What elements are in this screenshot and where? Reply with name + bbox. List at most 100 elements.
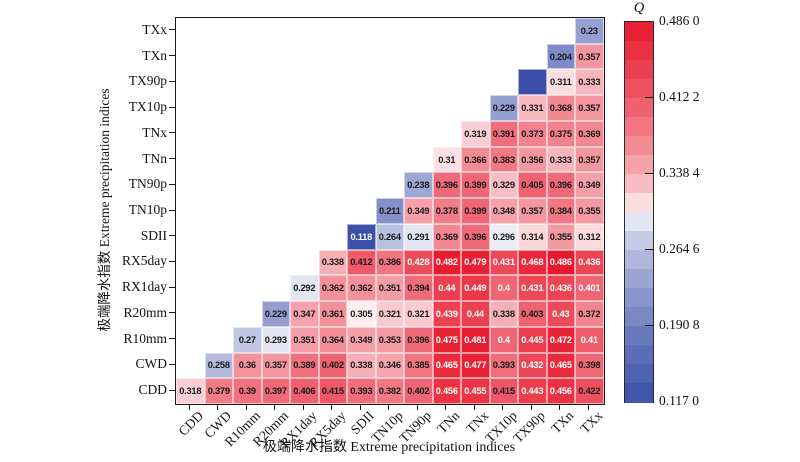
y-tick-mark: [169, 132, 175, 134]
heatmap-cell-TNn-TNn: 0.31: [432, 146, 461, 173]
colorbar-tick-mark: [645, 96, 653, 98]
y-tick-mark: [169, 158, 175, 160]
heatmap-cell-CDD-TX10p: 0.415: [489, 378, 518, 404]
heatmap-cell-RX1day-SDII: 0.362: [347, 275, 376, 302]
colorbar: [624, 21, 654, 403]
colorbar-step: [625, 136, 653, 156]
heatmap-cell-CDD-CDD: 0.318: [176, 378, 205, 404]
heatmap-cell-R10mm-TNn: 0.475: [432, 326, 461, 353]
heatmap-cell-TNx-TXx: 0.369: [575, 120, 604, 147]
y-tick-label-TX10p: TX10p: [128, 99, 167, 115]
heatmap-cell-TXn-TXn: 0.204: [546, 43, 575, 70]
y-tick-mark: [169, 260, 175, 262]
colorbar-step: [625, 212, 653, 232]
heatmap-cell-TN90p-TX10p: 0.329: [489, 172, 518, 199]
colorbar-tick-label: 0.486 0: [659, 13, 700, 28]
x-axis-title: 极端降水指数 Extreme precipitation indices: [262, 440, 516, 455]
heatmap-cell-CWD-TNx: 0.477: [461, 352, 490, 379]
heatmap-cell-RX5day-TX90p: 0.468: [518, 249, 547, 276]
x-tick-mark: [274, 404, 276, 410]
colorbar-step: [625, 174, 653, 194]
heatmap-cell-TX10p-TXn: 0.368: [546, 95, 575, 121]
heatmap-cell-CDD-TNx: 0.455: [461, 378, 490, 404]
colorbar-tick-label: 0.412 2: [659, 89, 700, 104]
heatmap-cell-CDD-RX5day: 0.415: [318, 378, 347, 404]
heatmap-cell-TN10p-TX10p: 0.348: [489, 198, 518, 224]
colorbar-step: [625, 22, 653, 42]
colorbar-step: [625, 98, 653, 118]
heatmap-cell-TNn-TNx: 0.366: [461, 146, 490, 173]
heatmap-cell-SDII-TXx: 0.312: [575, 223, 604, 250]
y-tick-mark: [169, 209, 175, 211]
y-tick-mark: [169, 106, 175, 108]
colorbar-step: [625, 288, 653, 308]
colorbar-step: [625, 41, 653, 61]
heatmap-cell-TN10p-TNx: 0.399: [461, 198, 490, 224]
heatmap-cell-TX90p-TXn: 0.311: [546, 69, 575, 96]
y-tick-mark: [169, 312, 175, 314]
heatmap-cell-R10mm-TXn: 0.472: [546, 326, 575, 353]
y-tick-label-CWD: CWD: [135, 356, 168, 372]
heatmap-cell-TN90p-TX90p: 0.405: [518, 172, 547, 199]
heatmap-cell-TN10p-TN10p: 0.211: [375, 198, 404, 224]
x-tick-mark: [188, 404, 190, 410]
heatmap-cell-RX1day-TNx: 0.449: [461, 275, 490, 302]
heatmap-cell-CWD-R10mm: 0.36: [233, 352, 262, 379]
y-tick-label-RX5day: RX5day: [122, 253, 167, 269]
heatmap-cell-R10mm-R10mm: 0.27: [233, 326, 262, 353]
heatmap-cell-CDD-TN90p: 0.402: [404, 378, 433, 404]
heatmap-cell-R20mm-TNx: 0.44: [461, 301, 490, 327]
x-tick-label-CDD: CDD: [175, 408, 206, 439]
heatmap-cell-CDD-TN10p: 0.382: [375, 378, 404, 404]
x-tick-mark: [559, 404, 561, 410]
heatmap-cell-CWD-TX90p: 0.432: [518, 352, 547, 379]
heatmap-cell-R10mm-TX10p: 0.4: [489, 326, 518, 353]
x-tick-label-TXn: TXn: [548, 408, 577, 437]
x-tick-mark: [331, 404, 333, 410]
y-tick-mark: [169, 183, 175, 185]
heatmap-cell-R20mm-RX1day: 0.347: [290, 301, 319, 327]
y-tick-mark: [169, 55, 175, 57]
heatmap-cell-R20mm-SDII: 0.305: [347, 301, 376, 327]
colorbar-step: [625, 364, 653, 384]
heatmap-cell-RX5day-TX10p: 0.431: [489, 249, 518, 276]
heatmap-cell-CWD-R20mm: 0.357: [261, 352, 290, 379]
heatmap-cell-RX5day-TNx: 0.479: [461, 249, 490, 276]
colorbar-step: [625, 250, 653, 270]
colorbar-tick-label: 0.190 8: [659, 317, 700, 332]
y-tick-label-R10mm: R10mm: [123, 330, 167, 346]
heatmap-cell-TNx-TNx: 0.319: [461, 120, 490, 147]
heatmap-cell-R20mm-TXn: 0.43: [546, 301, 575, 327]
heatmap-cell-CWD-TXx: 0.398: [575, 352, 604, 379]
heatmap-cell-RX5day-RX5day: 0.338: [318, 249, 347, 276]
colorbar-tick-label: 0.264 6: [659, 241, 700, 256]
heatmap-cell-TNx-TX90p: 0.373: [518, 120, 547, 147]
heatmap-cell-RX5day-TNn: 0.482: [432, 249, 461, 276]
x-tick-mark: [445, 404, 447, 410]
colorbar-tick-label: 0.117 0: [659, 393, 699, 408]
y-tick-label-TXx: TXx: [142, 21, 167, 37]
colorbar-tick-mark: [645, 324, 653, 326]
colorbar-step: [625, 193, 653, 213]
y-tick-mark: [169, 235, 175, 237]
heatmap-cell-SDII-TN90p: 0.291: [404, 223, 433, 250]
heatmap-cell-CDD-R20mm: 0.397: [261, 378, 290, 404]
heatmap-cell-RX1day-RX1day: 0.292: [290, 275, 319, 302]
heatmap-cell-CDD-SDII: 0.393: [347, 378, 376, 404]
heatmap-cell-TN10p-TN90p: 0.349: [404, 198, 433, 224]
heatmap-cell-TN10p-TXx: 0.355: [575, 198, 604, 224]
heatmap-cell-R10mm-TNx: 0.481: [461, 326, 490, 353]
heatmap-cell-R20mm-TN90p: 0.321: [404, 301, 433, 327]
x-tick-mark: [416, 404, 418, 410]
heatmap-cell-TXx-TXx: 0.23: [575, 18, 604, 44]
heatmap-cell-TXn-TXx: 0.357: [575, 43, 604, 70]
heatmap-cell-RX5day-TXn: 0.486: [546, 249, 575, 276]
heatmap-cell-R10mm-TN90p: 0.396: [404, 326, 433, 353]
colorbar-step: [625, 383, 653, 403]
heatmap-cell-R10mm-TXx: 0.41: [575, 326, 604, 353]
colorbar-tick-mark: [645, 172, 653, 174]
heatmap-cell-RX1day-TXn: 0.436: [546, 275, 575, 302]
y-tick-label-RX1day: RX1day: [122, 279, 167, 295]
y-tick-label-TX90p: TX90p: [128, 73, 167, 89]
heatmap-cell-TN90p-TXn: 0.396: [546, 172, 575, 199]
